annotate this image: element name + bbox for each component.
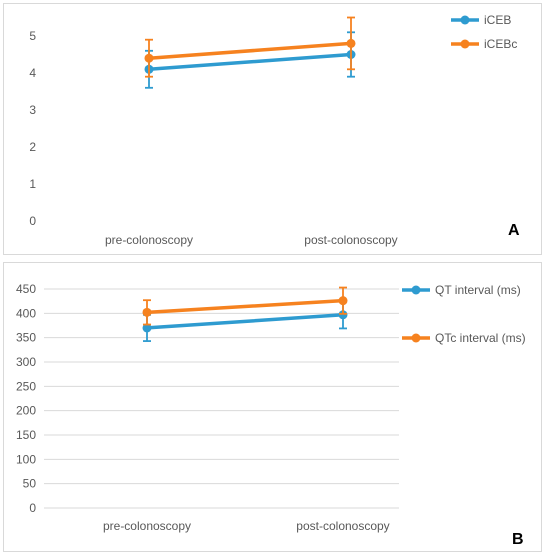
legend-marker (411, 285, 421, 295)
y-tick-label: 4 (29, 66, 36, 80)
legend-label: iCEB (484, 13, 511, 27)
x-category-label: post-colonoscopy (304, 233, 397, 247)
data-point (338, 296, 348, 306)
chart-panel-a: 0 1 2 3 4 5 pre-colonoscopy post-colonoscopy iCE… (3, 3, 542, 255)
series-line-0 (147, 52, 353, 72)
y-tick-label: 400 (16, 306, 36, 320)
y-tick-label: 50 (23, 477, 37, 491)
y-tick-label: 100 (16, 452, 36, 466)
y-tick-label: 0 (29, 501, 36, 515)
series-line-1 (147, 41, 353, 60)
x-category-label: pre-colonoscopy (105, 233, 193, 247)
panel-label: B (512, 531, 524, 548)
panel-label: A (508, 222, 520, 239)
chart-b-svg: 0 50 100 150 200 250 300 350 400 450 pre-colonosco… (16, 282, 526, 548)
x-category-label: pre-colonoscopy (103, 519, 191, 533)
y-tick-label: 0 (29, 214, 36, 228)
data-point (142, 307, 152, 317)
legend-label: QTc interval (ms) (435, 331, 526, 345)
y-tick-label: 2 (29, 140, 36, 154)
y-tick-label: 5 (29, 29, 36, 43)
y-tick-label: 150 (16, 428, 36, 442)
y-tick-label: 200 (16, 404, 36, 418)
chart-a-svg: 0 1 2 3 4 5 pre-colonoscopy post-colonoscopy iCE… (29, 13, 520, 247)
y-tick-label: 450 (16, 282, 36, 296)
data-point (144, 53, 154, 63)
series-line-1 (145, 298, 345, 315)
y-tick-label: 350 (16, 331, 36, 345)
y-tick-label: 3 (29, 103, 36, 117)
legend-label: iCEBc (484, 37, 517, 51)
series-line-0 (145, 313, 345, 330)
legend-label: QT interval (ms) (435, 283, 521, 297)
y-tick-label: 300 (16, 355, 36, 369)
chart-panel-b: 0 50 100 150 200 250 300 350 400 450 pre-colonosco… (3, 262, 542, 552)
legend-marker (411, 333, 421, 343)
legend-marker (460, 15, 470, 25)
x-category-label: post-colonoscopy (296, 519, 389, 533)
y-tick-label: 250 (16, 379, 36, 393)
legend-marker (460, 39, 470, 49)
data-point (142, 323, 152, 333)
data-point (338, 310, 348, 320)
data-point (346, 38, 356, 48)
y-tick-label: 1 (29, 177, 36, 191)
